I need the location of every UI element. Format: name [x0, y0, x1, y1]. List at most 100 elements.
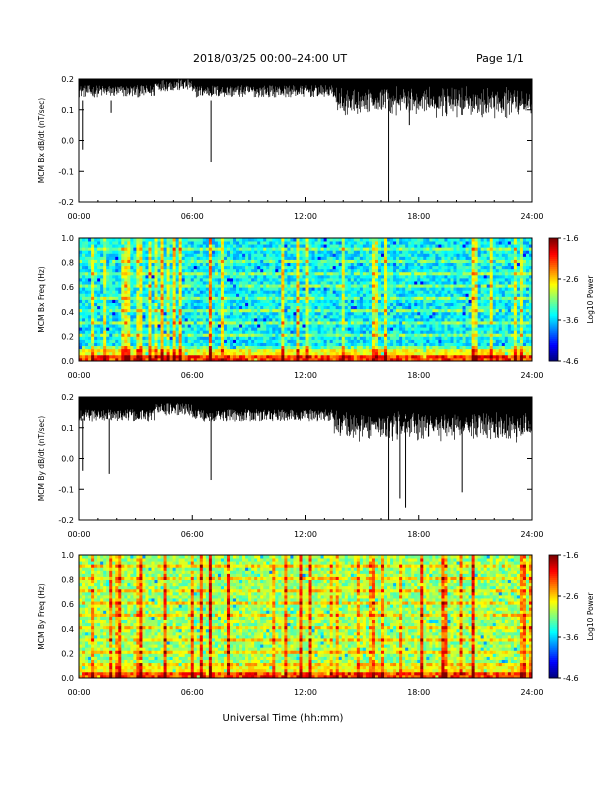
colorbar-cell — [549, 332, 558, 335]
colorbar-cell — [549, 585, 558, 589]
colorbar-tick-label: -2.6 — [563, 592, 579, 601]
colorbar-cell — [549, 569, 558, 572]
colorbar-cell — [549, 659, 558, 662]
colorbar-tick-label: -4.6 — [563, 674, 579, 683]
y-tick-label: 0.0 — [61, 455, 74, 464]
colorbar-cell — [549, 320, 558, 323]
colorbar-cell — [549, 270, 558, 274]
colorbar-cell — [549, 555, 558, 558]
colorbar-cell — [549, 311, 558, 315]
y-axis-label: MCM Bx Freq (Hz) — [37, 266, 46, 332]
x-tick-label: 18:00 — [407, 530, 430, 539]
y-axis-label: MCM By Freq (Hz) — [37, 583, 46, 649]
y-tick-label: 1.0 — [61, 551, 74, 560]
spectrogram-cells — [79, 238, 533, 362]
colorbar-cell — [549, 334, 558, 337]
colorbar-cell — [549, 291, 558, 294]
panel-3: 00:00 06:00 12:00 18:00 24:00 -0.2 -0.1 0.0 0.1 0… — [37, 393, 544, 539]
colorbar-cell — [549, 639, 558, 642]
colorbar-cell — [549, 315, 558, 319]
colorbar-cell — [549, 616, 558, 619]
y-tick-label: 0.1 — [61, 424, 74, 433]
colorbar-cell — [549, 358, 558, 362]
colorbar-cell — [549, 604, 558, 607]
colorbar-cell — [549, 563, 558, 566]
plot-frame-top — [78, 396, 533, 521]
colorbar-cell — [549, 274, 558, 278]
y-axis-label: MCM By dB/dt (nT/sec) — [37, 416, 46, 501]
colorbar-cell — [549, 622, 558, 626]
colorbar-cell — [549, 581, 558, 585]
colorbar-tick-label: -3.6 — [563, 633, 579, 642]
signal-trace — [78, 79, 533, 119]
colorbar-cell — [549, 287, 558, 290]
colorbar-cell — [549, 641, 558, 644]
colorbar-cell — [549, 336, 558, 339]
colorbar-tick-label: -4.6 — [563, 357, 579, 366]
x-tick-label: 12:00 — [294, 688, 317, 697]
colorbar-cell — [549, 348, 558, 352]
y-tick-label: 0.8 — [61, 259, 74, 268]
colorbar-cell — [549, 326, 558, 329]
colorbar-cell — [549, 565, 558, 568]
page-number: Page 1/1 — [476, 52, 524, 65]
colorbar-cell — [549, 559, 558, 562]
colorbar-cell — [549, 637, 558, 640]
colorbar-cell — [549, 252, 558, 255]
colorbar-cell — [549, 649, 558, 652]
colorbar-cell — [549, 675, 558, 679]
colorbar-cell — [549, 610, 558, 613]
colorbar-cell — [549, 258, 558, 261]
colorbar-cell — [549, 655, 558, 658]
colorbar-cell — [549, 283, 558, 286]
colorbar-cell — [549, 307, 558, 311]
colorbar-cell — [549, 557, 558, 560]
colorbar-cell — [549, 350, 558, 354]
x-tick-label: 00:00 — [67, 212, 90, 221]
x-tick-label: 06:00 — [181, 530, 204, 539]
colorbar-cell — [549, 313, 558, 317]
colorbar-cell — [549, 634, 558, 638]
y-tick-label: 0.6 — [61, 600, 74, 609]
panel-1: 00:00 06:00 12:00 18:00 24:00 -0.2 -0.1 0.0 0.1 0… — [37, 75, 544, 221]
colorbar-cell — [549, 242, 558, 245]
colorbar-frame — [548, 554, 559, 679]
x-tick-label: 00:00 — [67, 371, 90, 380]
colorbar-cell — [549, 297, 558, 300]
plot-frame-top — [78, 78, 533, 203]
colorbar-cell — [549, 591, 558, 595]
y-tick-label: -0.1 — [58, 485, 74, 494]
y-axis-label: MCM Bx dB/dt (nT/sec) — [37, 98, 46, 183]
colorbar-cell — [549, 624, 558, 628]
x-tick-label: 24:00 — [520, 371, 543, 380]
colorbar-tick-label: -1.6 — [563, 551, 579, 560]
colorbar-cell — [549, 618, 558, 621]
colorbar-cell — [549, 643, 558, 646]
colorbar-cell — [549, 600, 558, 603]
colorbar-cell — [549, 614, 558, 617]
x-axis-label: Universal Time (hh:mm) — [223, 713, 344, 724]
colorbar-cell — [549, 293, 558, 296]
x-tick-label: 24:00 — [520, 212, 543, 221]
colorbar-cell — [549, 593, 558, 597]
colorbar-cell — [549, 330, 558, 333]
colorbar-cell — [549, 338, 558, 341]
colorbar-cell — [549, 651, 558, 654]
colorbar-cell — [549, 589, 558, 593]
colorbar-cell — [549, 324, 558, 327]
colorbar-cell — [549, 573, 558, 576]
colorbar-cell — [549, 661, 558, 665]
panel-2: 00:00 06:00 12:00 18:00 24:00 0.0 0.2 0.4 0.6 0.8… — [37, 234, 595, 380]
colorbar-tick-label: -3.6 — [563, 316, 579, 325]
colorbar-cell — [549, 606, 558, 609]
colorbar-cell — [549, 583, 558, 587]
plot-frame-top — [78, 237, 533, 362]
plot-frame-top — [78, 554, 533, 679]
colorbar-cell — [549, 276, 558, 280]
x-tick-label: 06:00 — [181, 371, 204, 380]
colorbar-cell — [549, 344, 558, 348]
colorbar-cell — [549, 295, 558, 298]
colorbar-cell — [549, 238, 558, 241]
colorbar-cell — [549, 244, 558, 247]
